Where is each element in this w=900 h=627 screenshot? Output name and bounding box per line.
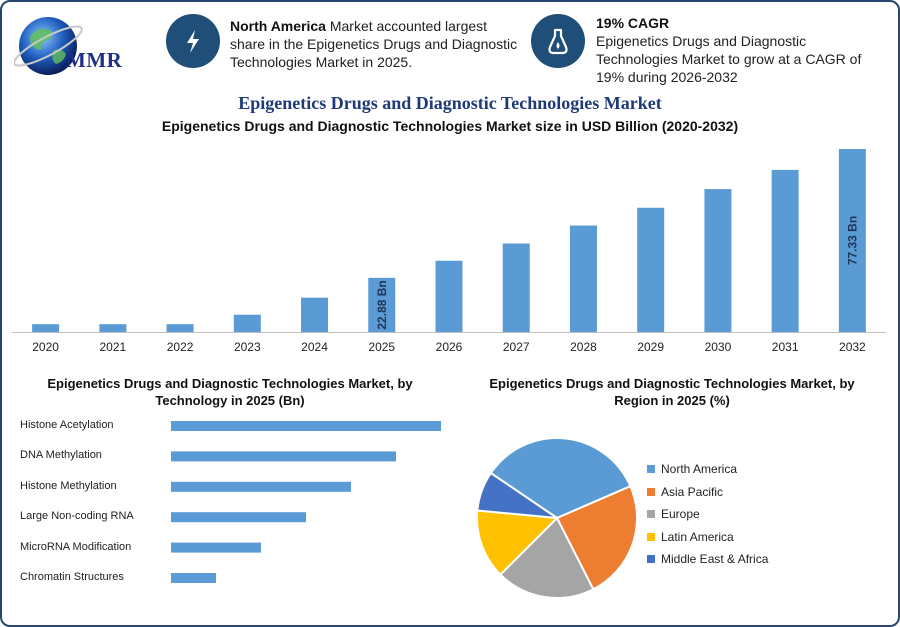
x-tick-label: 2024: [301, 340, 328, 354]
technology-label: Chromatin Structures: [20, 571, 124, 583]
bar-2021: [99, 324, 127, 332]
technology-bar: [171, 481, 351, 492]
flask-icon: [548, 28, 568, 55]
pie-slice-north-america: [489, 437, 632, 520]
highlight-2-body: Epigenetics Drugs and Diagnostic Technol…: [596, 33, 862, 85]
legend-label: North America: [661, 462, 738, 476]
legend-item: North America: [647, 462, 737, 476]
x-tick-label: 2020: [32, 340, 59, 354]
technology-label: MicroRNA Modification: [20, 540, 132, 553]
technology-label: Large Non-coding RNA: [20, 510, 134, 523]
x-tick-label: 2021: [99, 340, 126, 354]
x-tick-label: 2022: [167, 340, 194, 354]
legend-swatch: [647, 555, 655, 564]
highlight-2-bold: 19% CAGR: [596, 15, 670, 31]
technology-chart-title: Epigenetics Drugs and Diagnostic Technol…: [47, 376, 413, 408]
mmr-logo: MMR: [13, 12, 144, 78]
bar-2031: [771, 169, 799, 332]
bar-2020: [32, 324, 60, 332]
x-tick-label: 2032: [839, 340, 866, 354]
x-tick-label: 2025: [368, 340, 395, 354]
x-tick-label: 2027: [503, 340, 530, 354]
legend-item: Asia Pacific: [647, 485, 723, 499]
highlight-2-badge: [531, 14, 585, 68]
technology-bar-chart: [171, 421, 441, 583]
bar-2028: [569, 225, 597, 332]
legend-swatch: [647, 487, 655, 496]
bar-2029: [637, 207, 665, 332]
pie-slice-latin-america: [476, 509, 560, 576]
pie-slice-asia-pacific: [555, 484, 638, 591]
bar-chart-title: Epigenetics Drugs and Diagnostic Technol…: [161, 118, 739, 134]
highlight-1-badge: [166, 14, 220, 68]
technology-bar: [171, 421, 441, 431]
bar-data-label: 22.88 Bn: [375, 280, 389, 329]
technology-bar: [171, 573, 216, 583]
region-chart-title: Epigenetics Drugs and Diagnostic Technol…: [489, 376, 855, 408]
technology-bar: [171, 451, 396, 462]
technology-label: DNA Methylation: [20, 449, 102, 462]
legend-item: Europe: [647, 507, 700, 521]
technology-label: Histone Methylation: [20, 479, 117, 492]
market-size-bar-chart: 2020 2021 2022 2023 2024 2025 22.88 Bn 2026 2027…: [12, 149, 886, 354]
pie-slice-europe: [499, 516, 595, 599]
highlight-2-text: 19% CAGR Epigenetics Drugs and Diagnosti…: [596, 14, 876, 86]
technology-bar: [171, 542, 261, 553]
logo-text: MMR: [66, 48, 123, 72]
x-tick-label: 2029: [637, 340, 664, 354]
legend-swatch: [647, 465, 655, 473]
highlight-1-bold: North America: [230, 18, 326, 34]
bar-2032: [838, 149, 866, 332]
technology-label: Histone Acetylation: [20, 419, 114, 431]
page-title: Epigenetics Drugs and Diagnostic Technol…: [238, 93, 662, 113]
technology-bar: [171, 512, 306, 523]
globe-icon: [13, 17, 83, 75]
bar-2023: [233, 314, 261, 332]
bar-2026: [435, 260, 463, 332]
legend-label: Asia Pacific: [661, 484, 724, 499]
legend-swatch: [647, 510, 655, 519]
bar-2022: [166, 324, 194, 332]
legend-item: Middle East & Africa: [647, 552, 768, 566]
legend-label: Latin America: [661, 529, 734, 544]
x-tick-label: 2026: [436, 340, 463, 354]
legend-label: Europe: [661, 507, 700, 522]
bar-data-label: 77.33 Bn: [845, 216, 859, 265]
bar-2030: [704, 189, 732, 332]
x-tick-label: 2030: [705, 340, 732, 354]
highlight-1-body: Market accounted largest share in the Ep…: [230, 18, 518, 70]
bar-2027: [502, 243, 530, 332]
legend-swatch: [647, 532, 655, 541]
lightning-icon: [187, 30, 199, 53]
bar-2024: [301, 297, 329, 332]
x-tick-label: 2028: [570, 340, 597, 354]
x-tick-label: 2031: [772, 340, 799, 354]
legend-label: Middle East & Africa: [661, 552, 769, 567]
pie-slice-middle-east-africa: [476, 471, 558, 519]
region-pie-chart: [476, 437, 638, 599]
bar-2025: [368, 277, 396, 332]
legend-item: Latin America: [647, 530, 734, 544]
x-tick-label: 2023: [234, 340, 261, 354]
highlight-1-text: North America Market accounted largest s…: [230, 17, 520, 71]
